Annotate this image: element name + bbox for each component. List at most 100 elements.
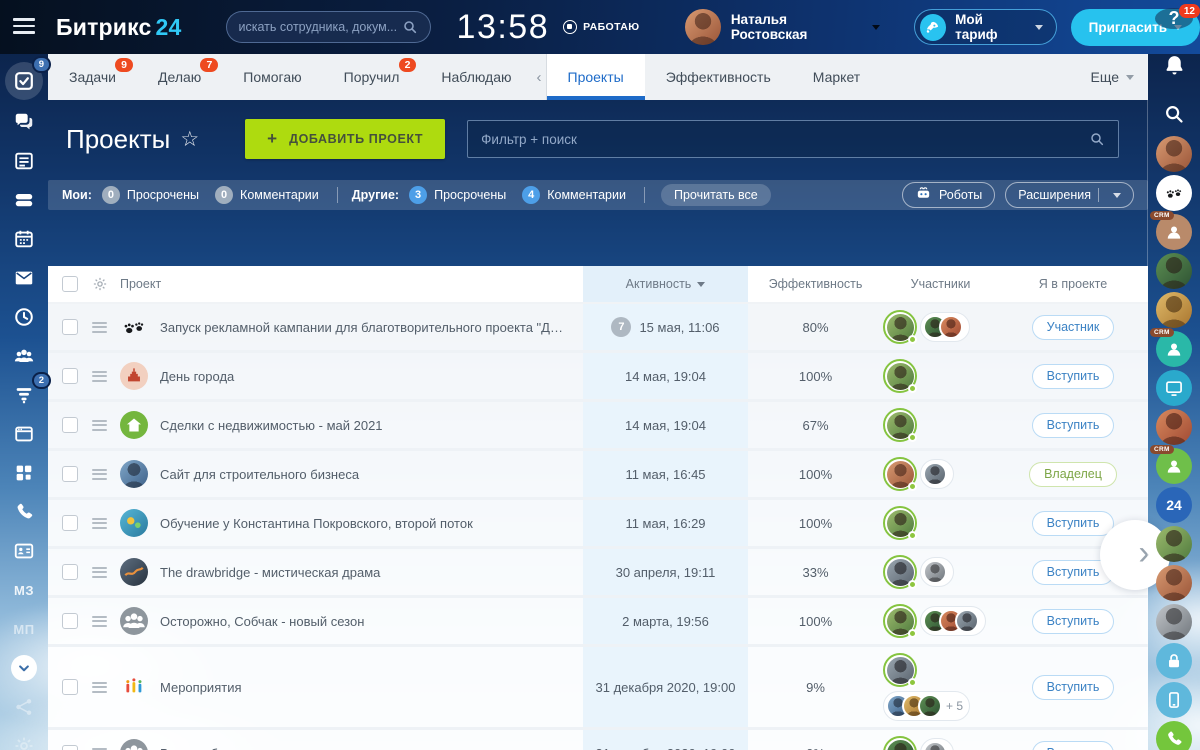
table-row[interactable]: Велоклуб 31 декабря 2020, 19:00 0% Вступить (48, 730, 1148, 750)
avatar-user[interactable] (1156, 136, 1192, 172)
select-all-checkbox[interactable] (62, 276, 78, 292)
drag-handle[interactable] (92, 681, 107, 693)
global-search-input[interactable] (238, 20, 402, 34)
tab-задачи[interactable]: Задачи 9 (48, 54, 137, 100)
project-name[interactable]: День города (160, 368, 235, 384)
sidebar-item-market[interactable] (5, 456, 43, 490)
bitrix24-logo[interactable]: Битрикс 24 (56, 13, 182, 40)
project-name[interactable]: Осторожно, Собчак - новый сезон (160, 613, 365, 629)
table-row[interactable]: The drawbridge - мистическая драма 30 апр… (48, 549, 1148, 598)
sidebar-item-messenger[interactable] (5, 105, 43, 139)
project-name[interactable]: Обучение у Константина Покровского, втор… (160, 515, 473, 531)
extensions-button[interactable]: Расширения (1005, 182, 1134, 208)
drag-handle[interactable] (92, 321, 107, 333)
column-header-participants[interactable]: Участники (910, 277, 971, 291)
table-row[interactable]: День города 14 мая, 19:04 100% Вступить (48, 353, 1148, 402)
sidebar-item-automation[interactable] (5, 690, 43, 724)
table-row[interactable]: Мероприятия 31 декабря 2020, 19:00 9% + 5 Вс… (48, 647, 1148, 730)
sidebar-item-sites[interactable] (5, 417, 43, 451)
role-button[interactable]: Вступить (1031, 412, 1115, 438)
participants-group[interactable] (920, 312, 970, 342)
search-icon[interactable] (402, 19, 418, 35)
participants-group[interactable] (920, 738, 954, 750)
sidebar-item-mail[interactable] (5, 261, 43, 295)
tab-делаю[interactable]: Делаю 7 (137, 54, 222, 100)
desktop-search[interactable] (1156, 370, 1192, 406)
search-icon[interactable] (1089, 131, 1105, 147)
sidebar-item-settings[interactable] (5, 729, 43, 750)
drag-handle[interactable] (92, 419, 107, 431)
participant-avatar[interactable] (883, 555, 917, 589)
role-button[interactable]: Владелец (1029, 461, 1117, 487)
favorite-star-icon[interactable]: ☆ (180, 127, 200, 151)
role-button[interactable]: Вступить (1031, 363, 1115, 389)
participant-avatar[interactable] (883, 736, 917, 750)
row-checkbox[interactable] (62, 417, 78, 433)
add-project-button[interactable]: + ДОБАВИТЬ ПРОЕКТ (245, 119, 446, 159)
counter-item[interactable]: 4 Комментарии (522, 186, 626, 204)
column-header-project[interactable]: Проект (120, 277, 162, 291)
help-button[interactable]: ? 12 (1155, 4, 1200, 29)
tab-поручил[interactable]: Поручил 2 (323, 54, 421, 100)
grid-settings-gear-icon[interactable] (92, 276, 120, 292)
role-button[interactable]: Вступить (1031, 608, 1115, 634)
current-user-menu[interactable]: Наталья Ростовская (685, 9, 880, 45)
project-name[interactable]: Запуск рекламной кампании для благотвори… (160, 319, 583, 335)
project-name[interactable]: Сделки с недвижимостью - май 2021 (160, 417, 383, 433)
drag-handle[interactable] (92, 517, 107, 529)
participants-group[interactable] (920, 557, 954, 587)
role-button[interactable]: Вступить (1031, 740, 1115, 750)
drag-handle[interactable] (92, 370, 107, 382)
drag-handle[interactable] (92, 615, 107, 627)
column-header-effectiveness[interactable]: Эффективность (768, 277, 863, 291)
table-row[interactable]: Сайт для строительного бизнеса 11 мая, 16… (48, 451, 1148, 500)
sidebar-item-newsfeed[interactable] (5, 144, 43, 178)
robots-button[interactable]: Роботы (902, 182, 996, 208)
paws-contact[interactable] (1156, 175, 1192, 211)
participant-avatar[interactable] (883, 604, 917, 638)
drag-handle[interactable] (92, 468, 107, 480)
row-checkbox[interactable] (62, 679, 78, 695)
sidebar-item-calendar[interactable] (5, 222, 43, 256)
tab-еще[interactable]: Еще (1070, 54, 1149, 100)
participant-avatar[interactable] (883, 408, 917, 442)
main-menu-icon[interactable] (13, 18, 35, 34)
tab-проекты[interactable]: Проекты (546, 54, 645, 100)
project-name[interactable]: Велоклуб (160, 746, 583, 750)
role-button[interactable]: Вступить (1031, 674, 1115, 700)
tab-наблюдаю[interactable]: Наблюдаю (420, 54, 532, 100)
role-button[interactable]: Вступить (1031, 510, 1115, 536)
table-row[interactable]: Запуск рекламной кампании для благотвори… (48, 304, 1148, 353)
bitrix24-contact[interactable]: 24 (1156, 487, 1192, 523)
table-row[interactable]: Осторожно, Собчак - новый сезон 2 марта, … (48, 598, 1148, 647)
avatar-user[interactable] (1156, 253, 1192, 289)
sidebar-item-employees[interactable] (5, 339, 43, 373)
table-row[interactable]: Обучение у Константина Покровского, втор… (48, 500, 1148, 549)
tariff-button[interactable]: Мой тариф (913, 9, 1057, 45)
filter-search-bar[interactable] (467, 120, 1120, 158)
crm-contact[interactable]: CRM (1150, 211, 1192, 250)
avatar-user[interactable] (1156, 604, 1192, 640)
project-name[interactable]: Мероприятия (160, 679, 242, 695)
row-checkbox[interactable] (62, 466, 78, 482)
filter-search-input[interactable] (481, 131, 1090, 147)
participants-overflow-group[interactable]: + 5 (883, 691, 971, 721)
column-header-role[interactable]: Я в проекте (1038, 277, 1108, 291)
tab-эффективность[interactable]: Эффективность (645, 54, 792, 100)
device-channel[interactable] (1156, 682, 1192, 718)
sidebar-item-crm[interactable]: 2 (5, 374, 49, 412)
sidebar-item-drive[interactable] (5, 183, 43, 217)
role-button[interactable]: Участник (1031, 314, 1115, 340)
notifications-bell-icon[interactable] (1162, 53, 1187, 83)
column-header-activity[interactable]: Активность (583, 266, 748, 302)
counter-item[interactable]: 0 Просрочены (101, 186, 199, 204)
table-row[interactable]: Сделки с недвижимостью - май 2021 14 мая,… (48, 402, 1148, 451)
read-all-button[interactable]: Прочитать все (660, 184, 771, 206)
tabs-scroll-left-icon[interactable]: ‹ (536, 68, 542, 86)
sidebar-item-worktime[interactable] (5, 300, 43, 334)
sidebar-item-menu-expand[interactable] (5, 651, 43, 685)
project-name[interactable]: Сайт для строительного бизнеса (160, 466, 360, 482)
sidebar-item-contact-center[interactable] (5, 534, 43, 568)
crm-contact[interactable]: CRM (1150, 445, 1192, 484)
row-checkbox[interactable] (62, 319, 78, 335)
